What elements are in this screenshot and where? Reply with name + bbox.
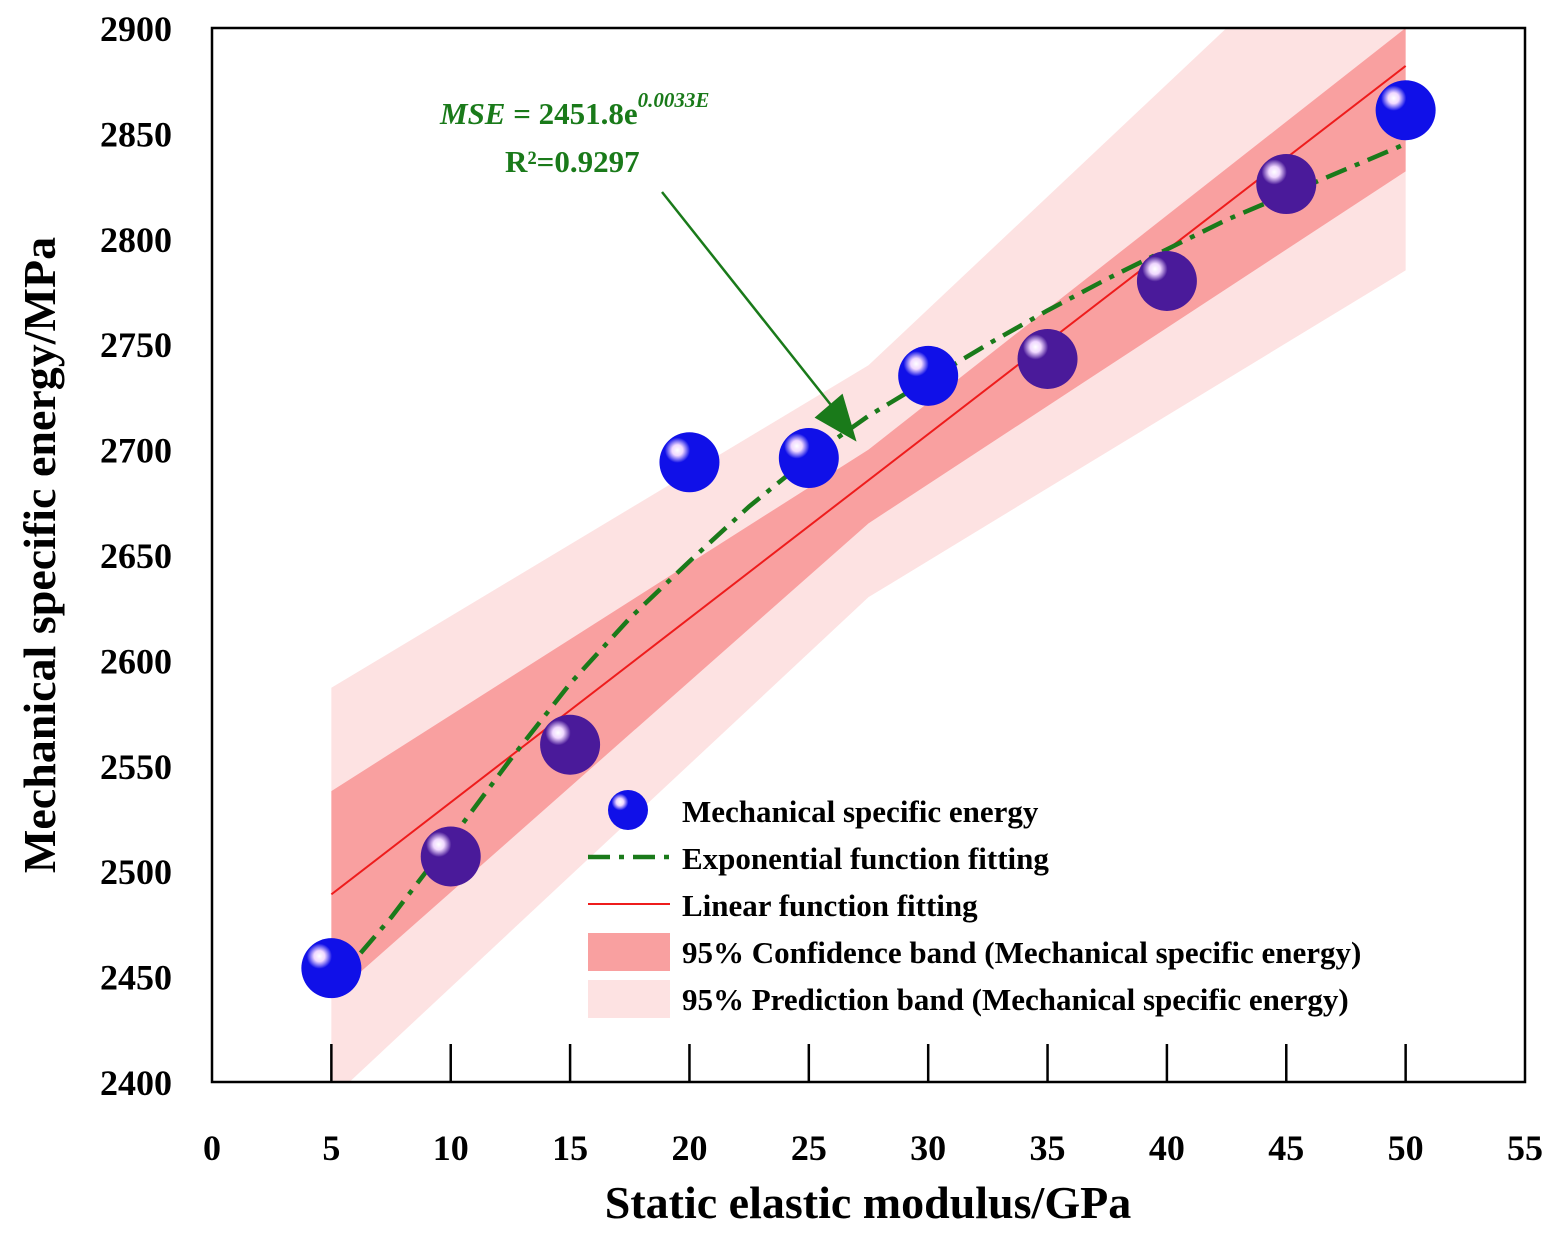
data-point <box>1256 153 1317 214</box>
equation-annotation: MSE = 2451.8e0.0033E R²=0.9297 <box>439 88 857 442</box>
x-tick-label: 30 <box>910 1128 946 1168</box>
axis-ticks: 0 5 10 15 20 25 30 35 40 45 50 55 2400 2450 2500 2550 26… <box>100 9 1543 1168</box>
plot-area-frame <box>210 26 1527 1084</box>
legend-label: Linear function fitting <box>682 888 978 923</box>
data-point <box>659 432 720 493</box>
legend-marker-confidence <box>588 933 670 971</box>
equation-text: MSE = 2451.8e0.0033E <box>439 88 709 131</box>
y-tick-label: 2500 <box>100 852 172 892</box>
r-squared-text: R²=0.9297 <box>505 144 640 179</box>
legend: Mechanical specific energy Exponential fu… <box>588 790 1361 1018</box>
data-point <box>778 428 839 489</box>
x-tick-label: 10 <box>433 1128 469 1168</box>
legend-marker-prediction <box>588 980 670 1018</box>
x-tick-label: 45 <box>1268 1128 1304 1168</box>
y-tick-label: 2400 <box>100 1063 172 1103</box>
x-tick-label: 35 <box>1030 1128 1066 1168</box>
equation-mid: = 2451.8e <box>505 96 637 131</box>
legend-label: 95% Confidence band (Mechanical specific… <box>682 935 1361 970</box>
data-point <box>540 714 601 775</box>
x-tick-label: 0 <box>203 1128 221 1168</box>
data-point <box>1017 328 1078 389</box>
equation-lhs: MSE <box>439 96 505 131</box>
y-tick-label: 2750 <box>100 325 172 365</box>
legend-marker-points <box>608 790 648 830</box>
y-axis-title: Mechanical specific energy/MPa <box>14 237 65 873</box>
annotation-arrow-head <box>814 393 857 442</box>
x-tick-label: 20 <box>671 1128 707 1168</box>
x-tick-label: 40 <box>1149 1128 1185 1168</box>
data-point <box>301 938 362 999</box>
legend-label: 95% Prediction band (Mechanical specific… <box>682 982 1349 1017</box>
y-tick-label: 2600 <box>100 641 172 681</box>
x-tick-label: 15 <box>552 1128 588 1168</box>
confidence-prediction-bands <box>331 28 1406 1082</box>
y-tick-label: 2900 <box>100 9 172 49</box>
equation-exponent: 0.0033E <box>638 88 710 112</box>
y-tick-label: 2550 <box>100 747 172 787</box>
x-tick-label: 25 <box>791 1128 827 1168</box>
y-tick-label: 2800 <box>100 220 172 260</box>
fit-lines <box>329 65 1407 989</box>
y-tick-label: 2450 <box>100 958 172 998</box>
x-tick-label: 5 <box>322 1128 340 1168</box>
linear-fit-line <box>330 65 1407 896</box>
y-tick-label: 2850 <box>100 114 172 154</box>
annotation-arrow-shaft <box>661 191 844 421</box>
x-axis-title: Static elastic modulus/GPa <box>605 1177 1131 1228</box>
data-point <box>1375 80 1436 141</box>
legend-label: Mechanical specific energy <box>682 794 1039 829</box>
data-point <box>898 345 959 406</box>
y-tick-label: 2700 <box>100 431 172 471</box>
confidence-band <box>331 28 1406 998</box>
exponential-fit-line <box>329 141 1407 989</box>
x-tick-label: 50 <box>1388 1128 1424 1168</box>
data-points <box>301 80 1436 999</box>
x-tick-label: 55 <box>1507 1128 1543 1168</box>
data-point <box>420 826 481 887</box>
legend-label: Exponential function fitting <box>682 841 1049 876</box>
data-point <box>1136 250 1197 311</box>
x-grid-ticks <box>330 1044 1407 1082</box>
y-tick-label: 2650 <box>100 536 172 576</box>
